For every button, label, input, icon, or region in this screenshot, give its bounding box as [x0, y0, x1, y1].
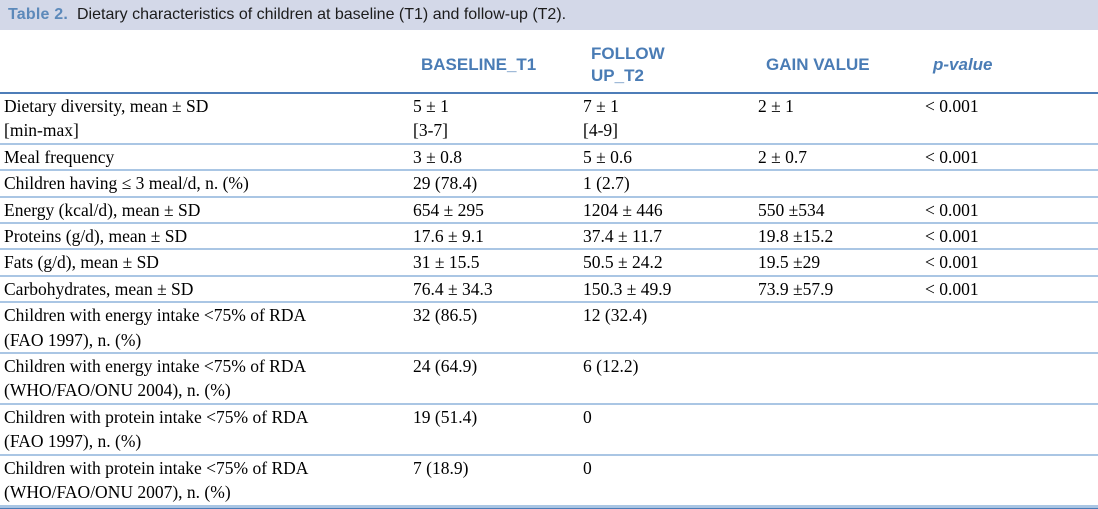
cell-gain — [754, 454, 921, 507]
cell-baseline: 19 (51.4) — [409, 403, 579, 456]
cell-baseline: 31 ± 15.5 — [409, 249, 579, 277]
table-row: Carbohydrates, mean ± SD 76.4 ± 34.3 150… — [0, 275, 1098, 304]
row-label: Meal frequency — [0, 143, 409, 172]
table-caption-text: Dietary characteristics of children at b… — [77, 6, 567, 23]
cell-gain: 2 ± 1 — [754, 93, 921, 145]
table-row: Children with protein intake <75% of RDA… — [0, 454, 1098, 507]
cell-followup: 37.4 ± 11.7 — [579, 223, 754, 251]
row-label: Children with energy intake <75% of RDA … — [0, 302, 409, 355]
cell-gain: 550 ±534 — [754, 196, 921, 225]
row-label: Children with protein intake <75% of RDA… — [0, 403, 409, 456]
cell-baseline: 3 ± 0.8 — [409, 143, 579, 172]
cell-pvalue: < 0.001 — [921, 249, 1098, 277]
header-gain-value: GAIN VALUE — [754, 40, 921, 94]
cell-baseline: 5 ± 1 [3-7] — [409, 93, 579, 145]
table-row: Fats (g/d), mean ± SD 31 ± 15.5 50.5 ± 2… — [0, 249, 1098, 277]
cell-gain: 19.8 ±15.2 — [754, 223, 921, 251]
row-label: Proteins (g/d), mean ± SD — [0, 223, 409, 251]
cell-baseline: 7 (18.9) — [409, 454, 579, 507]
cell-followup: 6 (12.2) — [579, 353, 754, 405]
cell-gain: 73.9 ±57.9 — [754, 275, 921, 304]
cell-pvalue — [921, 353, 1098, 405]
cell-pvalue — [921, 302, 1098, 355]
cell-pvalue — [921, 454, 1098, 507]
table-header: BASELINE_T1 FOLLOW UP_T2 GAIN VALUE p-va… — [0, 40, 1098, 94]
table-row: Children with energy intake <75% of RDA … — [0, 353, 1098, 405]
header-row-label — [0, 40, 409, 94]
row-label: Children with protein intake <75% of RDA… — [0, 454, 409, 507]
cell-followup: 0 — [579, 403, 754, 456]
cell-followup: 12 (32.4) — [579, 302, 754, 355]
table-row: Children having ≤ 3 meal/d, n. (%) 29 (7… — [0, 170, 1098, 198]
row-label: Children with energy intake <75% of RDA … — [0, 353, 409, 405]
row-label: Carbohydrates, mean ± SD — [0, 275, 409, 304]
cell-baseline: 17.6 ± 9.1 — [409, 223, 579, 251]
cell-baseline: 24 (64.9) — [409, 353, 579, 405]
table-row: Meal frequency 3 ± 0.8 5 ± 0.6 2 ± 0.7 <… — [0, 143, 1098, 172]
cell-gain — [754, 403, 921, 456]
header-baseline-t1: BASELINE_T1 — [409, 40, 579, 94]
cell-gain — [754, 353, 921, 405]
table-row: Proteins (g/d), mean ± SD 17.6 ± 9.1 37.… — [0, 223, 1098, 251]
table-row: Dietary diversity, mean ± SD [min-max] 5… — [0, 93, 1098, 145]
dietary-characteristics-table: BASELINE_T1 FOLLOW UP_T2 GAIN VALUE p-va… — [0, 40, 1098, 507]
cell-followup: 0 — [579, 454, 754, 507]
row-label: Fats (g/d), mean ± SD — [0, 249, 409, 277]
cell-followup: 1 (2.7) — [579, 170, 754, 198]
table-body: Dietary diversity, mean ± SD [min-max] 5… — [0, 93, 1098, 507]
cell-gain: 2 ± 0.7 — [754, 143, 921, 172]
cell-pvalue: < 0.001 — [921, 143, 1098, 172]
header-followup-t2: FOLLOW UP_T2 — [579, 40, 754, 94]
cell-pvalue: < 0.001 — [921, 223, 1098, 251]
table-number-label: Table 2. — [8, 6, 68, 23]
cell-pvalue: < 0.001 — [921, 275, 1098, 304]
cell-followup: 5 ± 0.6 — [579, 143, 754, 172]
cell-pvalue: < 0.001 — [921, 93, 1098, 145]
table-caption-bar: Table 2. Dietary characteristics of chil… — [0, 0, 1098, 30]
cell-followup: 1204 ± 446 — [579, 196, 754, 225]
table-row: Energy (kcal/d), mean ± SD 654 ± 295 120… — [0, 196, 1098, 225]
cell-gain — [754, 170, 921, 198]
cell-followup: 150.3 ± 49.9 — [579, 275, 754, 304]
cell-pvalue — [921, 170, 1098, 198]
cell-baseline: 76.4 ± 34.3 — [409, 275, 579, 304]
row-label: Energy (kcal/d), mean ± SD — [0, 196, 409, 225]
table-row: Children with energy intake <75% of RDA … — [0, 302, 1098, 355]
row-label: Dietary diversity, mean ± SD [min-max] — [0, 93, 409, 145]
cell-pvalue: < 0.001 — [921, 196, 1098, 225]
table-bottom-rule — [0, 506, 1098, 509]
header-row: BASELINE_T1 FOLLOW UP_T2 GAIN VALUE p-va… — [0, 40, 1098, 94]
cell-gain — [754, 302, 921, 355]
cell-baseline: 29 (78.4) — [409, 170, 579, 198]
cell-baseline: 32 (86.5) — [409, 302, 579, 355]
cell-gain: 19.5 ±29 — [754, 249, 921, 277]
caption-gap — [0, 30, 1098, 40]
table-row: Children with protein intake <75% of RDA… — [0, 403, 1098, 456]
cell-baseline: 654 ± 295 — [409, 196, 579, 225]
cell-followup: 7 ± 1 [4-9] — [579, 93, 754, 145]
row-label: Children having ≤ 3 meal/d, n. (%) — [0, 170, 409, 198]
cell-pvalue — [921, 403, 1098, 456]
header-p-value: p-value — [921, 40, 1098, 94]
cell-followup: 50.5 ± 24.2 — [579, 249, 754, 277]
